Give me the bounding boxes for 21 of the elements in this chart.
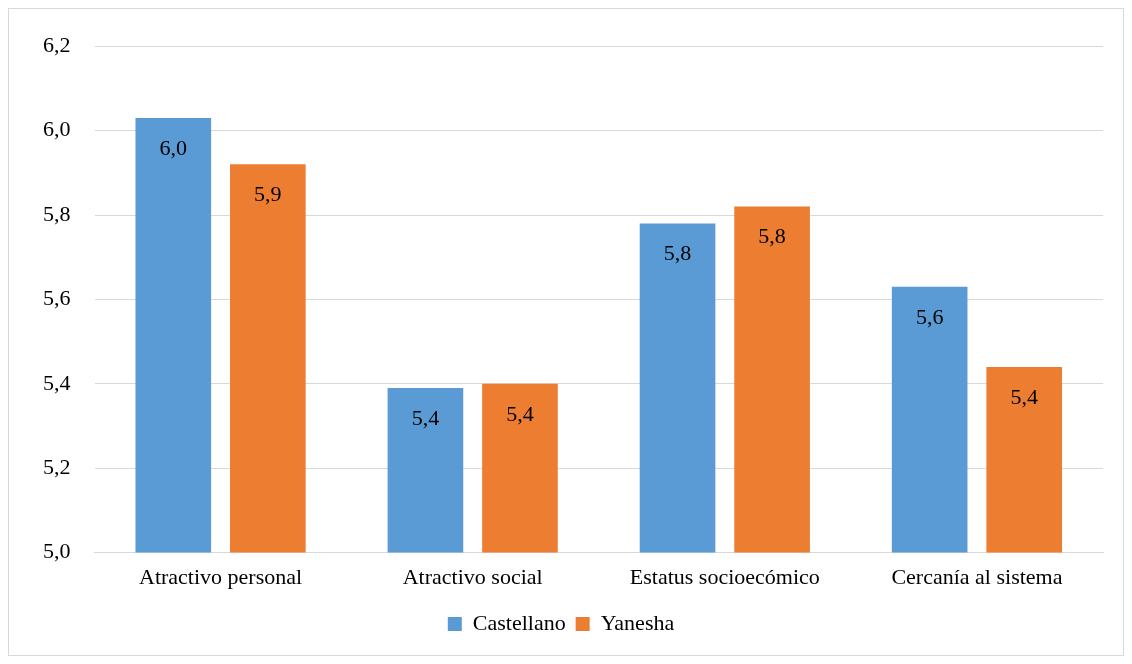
x-tick-label: Estatus socioecómico — [629, 563, 820, 589]
data-label: 6,0 — [159, 134, 188, 160]
y-tick-label: 5,6 — [43, 285, 71, 311]
y-tick-label: 5,0 — [43, 538, 71, 564]
data-label: 5,8 — [758, 223, 786, 249]
y-tick-label: 6,0 — [43, 116, 71, 142]
y-tick-label: 5,2 — [43, 453, 71, 479]
data-label: 5,4 — [506, 400, 534, 426]
x-tick-label: Atractivo social — [402, 563, 543, 589]
legend-label: Castellano — [472, 609, 566, 635]
legend-label: Yanesha — [600, 609, 675, 635]
y-tick-label: 6,2 — [43, 31, 71, 57]
x-tick-label: Cercanía al sistema — [891, 563, 1063, 589]
data-label: 5,4 — [411, 404, 440, 430]
y-tick-label: 5,4 — [43, 369, 71, 395]
y-tick-label: 5,8 — [43, 200, 71, 226]
x-tick-label: Atractivo personal — [139, 563, 303, 589]
data-label: 5,9 — [254, 181, 282, 207]
data-label: 5,4 — [1010, 383, 1038, 409]
data-label: 5,8 — [663, 240, 692, 266]
data-label: 5,6 — [915, 303, 944, 329]
